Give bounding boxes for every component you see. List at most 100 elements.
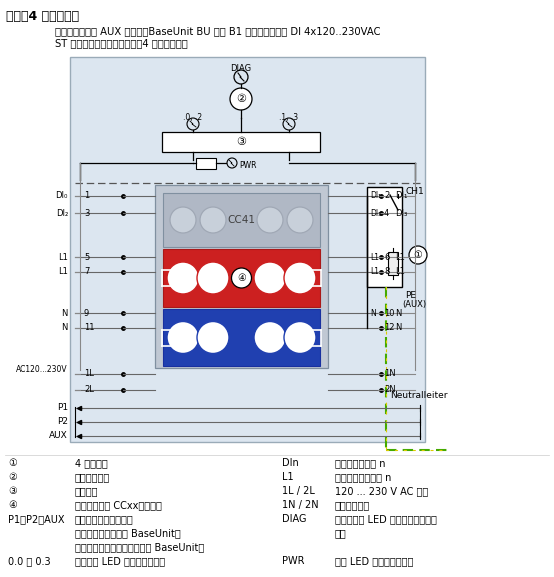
Circle shape: [287, 207, 313, 233]
Circle shape: [232, 268, 252, 288]
Text: DI₀: DI₀: [55, 192, 68, 200]
Text: 1: 1: [84, 192, 89, 200]
Text: 10: 10: [384, 309, 394, 317]
Text: .0, .2: .0, .2: [183, 113, 203, 122]
Text: ①: ①: [414, 250, 422, 260]
Bar: [162, 132, 320, 152]
Text: L1: L1: [395, 253, 405, 261]
Bar: [70, 57, 425, 442]
Text: ②: ②: [8, 472, 17, 482]
Text: 断开与左侧模块的连接（浅色 BaseUnit）: 断开与左侧模块的连接（浅色 BaseUnit）: [75, 542, 204, 552]
Text: 电源 LED 指示灯（绿色）: 电源 LED 指示灯（绿色）: [335, 556, 413, 566]
Bar: [163, 193, 320, 247]
Text: ST 的方框图和端子分配示例（4 线制连接）。: ST 的方框图和端子分配示例（4 线制连接）。: [55, 38, 188, 48]
Text: CH1: CH1: [405, 187, 424, 196]
Text: 输入电路: 输入电路: [75, 486, 99, 496]
Text: 11: 11: [84, 324, 95, 332]
Text: N: N: [370, 309, 376, 317]
Bar: [155, 185, 328, 368]
Text: 中性导线连接: 中性导线连接: [335, 500, 370, 510]
Bar: [196, 158, 216, 169]
Text: L1: L1: [58, 253, 68, 261]
Text: 2L: 2L: [84, 385, 94, 395]
Circle shape: [167, 321, 199, 354]
Text: 0.0 到 0.3: 0.0 到 0.3: [8, 556, 50, 566]
Text: 1L / 2L: 1L / 2L: [282, 486, 315, 496]
Text: DI₂: DI₂: [56, 208, 68, 218]
Circle shape: [170, 207, 196, 233]
Text: 连接左侧模块（深色 BaseUnit）: 连接左侧模块（深色 BaseUnit）: [75, 528, 181, 538]
Text: DIn: DIn: [282, 458, 299, 468]
Circle shape: [167, 262, 199, 294]
Text: ①: ①: [8, 458, 17, 468]
Text: L1: L1: [58, 268, 68, 276]
Text: .1, .3: .1, .3: [279, 113, 299, 122]
Text: 1L: 1L: [84, 369, 94, 379]
Text: P2: P2: [57, 418, 68, 426]
Text: L1: L1: [395, 268, 405, 276]
Text: CC41: CC41: [228, 215, 255, 225]
Text: ②: ②: [236, 94, 246, 104]
Text: PWR: PWR: [239, 162, 257, 170]
Circle shape: [409, 246, 427, 264]
Text: ④: ④: [237, 273, 246, 283]
Text: 5: 5: [84, 253, 89, 261]
Text: 连接：4 线制连接：: 连接：4 线制连接：: [6, 10, 79, 23]
Bar: [163, 309, 320, 366]
Text: DI₃: DI₃: [370, 208, 381, 218]
Text: 2N: 2N: [384, 385, 396, 395]
Text: 7: 7: [84, 268, 89, 276]
Text: 8: 8: [384, 268, 389, 276]
Circle shape: [284, 321, 316, 354]
Text: N: N: [61, 309, 68, 317]
Text: ③: ③: [236, 137, 246, 147]
Text: 色）: 色）: [335, 528, 347, 538]
Text: DI₁: DI₁: [370, 192, 381, 200]
Text: 4 线制连接: 4 线制连接: [75, 458, 107, 468]
Text: 6: 6: [384, 253, 389, 261]
Bar: [367, 187, 402, 287]
Text: 12: 12: [384, 324, 394, 332]
Text: 自装配的内部电压总线: 自装配的内部电压总线: [75, 514, 134, 524]
Text: (AUX): (AUX): [402, 301, 426, 309]
Text: N: N: [395, 309, 402, 317]
Circle shape: [197, 321, 229, 354]
Text: DI₃: DI₃: [395, 208, 407, 218]
Text: P1: P1: [57, 403, 68, 413]
Text: DIAG: DIAG: [282, 514, 306, 524]
Text: 颜色标识标签 CCxx（可选）: 颜色标识标签 CCxx（可选）: [75, 500, 162, 510]
Text: 通道状态 LED 指示灯（绿色）: 通道状态 LED 指示灯（绿色）: [75, 556, 165, 566]
Text: DI₁: DI₁: [395, 192, 407, 200]
Circle shape: [230, 88, 252, 110]
Circle shape: [257, 207, 283, 233]
Circle shape: [254, 262, 286, 294]
Text: 3: 3: [84, 208, 89, 218]
Text: PE: PE: [405, 290, 416, 299]
Text: PWR: PWR: [282, 556, 305, 566]
Text: P1、P2、AUX: P1、P2、AUX: [8, 514, 64, 524]
Text: 背板总线接口: 背板总线接口: [75, 472, 110, 482]
Text: L1: L1: [370, 253, 379, 261]
Circle shape: [197, 262, 229, 294]
Text: 输入信号，通道 n: 输入信号，通道 n: [335, 458, 386, 468]
Text: L1: L1: [282, 472, 294, 482]
Text: DIAG: DIAG: [230, 64, 252, 73]
Text: 9: 9: [84, 309, 89, 317]
Text: 1N / 2N: 1N / 2N: [282, 500, 319, 510]
Text: N: N: [395, 324, 402, 332]
Text: 错误或诊断 LED 指示灯（绿色、红: 错误或诊断 LED 指示灯（绿色、红: [335, 514, 437, 524]
Bar: [163, 249, 320, 307]
Circle shape: [284, 262, 316, 294]
Text: 4: 4: [384, 208, 389, 218]
Circle shape: [200, 207, 226, 233]
Text: 下图显示了带有 AUX 端子时，BaseUnit BU 类型 B1 中，数字量输入 DI 4x120..230VAC: 下图显示了带有 AUX 端子时，BaseUnit BU 类型 B1 中，数字量输…: [55, 26, 381, 36]
Circle shape: [254, 321, 286, 354]
Text: ③: ③: [8, 486, 17, 496]
Text: 2: 2: [384, 192, 389, 200]
Text: Neutralleiter: Neutralleiter: [391, 391, 448, 399]
Text: N: N: [61, 324, 68, 332]
Text: AUX: AUX: [49, 432, 68, 440]
Text: L1: L1: [370, 268, 379, 276]
Text: 120 ... 230 V AC 供电: 120 ... 230 V AC 供电: [335, 486, 428, 496]
Bar: [388, 252, 398, 275]
